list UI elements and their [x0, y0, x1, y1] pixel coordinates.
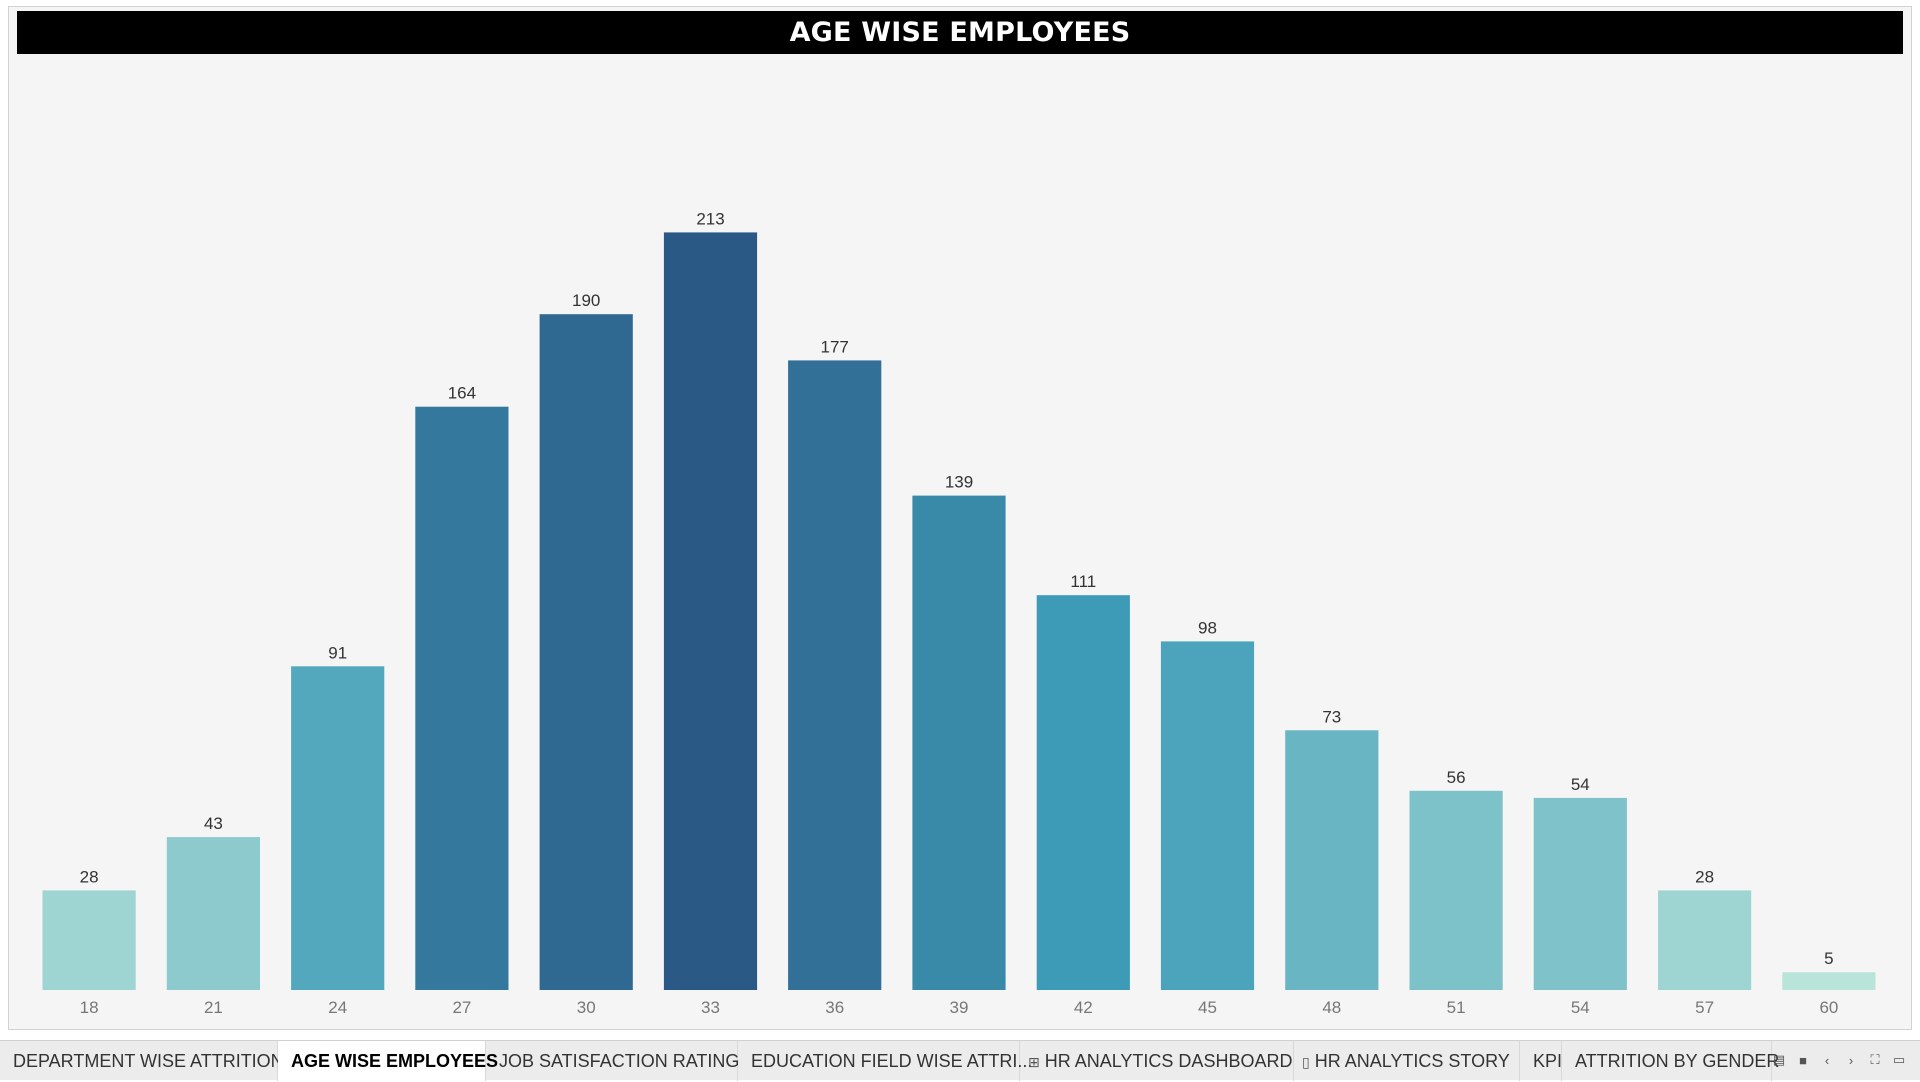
sheet-sorter-icon[interactable]: ▤	[1772, 1052, 1786, 1067]
x-tick-label: 48	[1322, 998, 1341, 1017]
data-label: 56	[1447, 768, 1466, 787]
data-label: 139	[945, 473, 973, 492]
x-tick-label: 30	[577, 998, 596, 1017]
dashboard-icon: ⊞	[1028, 1054, 1040, 1070]
data-label: 164	[448, 384, 476, 403]
bar-age-39[interactable]	[912, 495, 1006, 990]
x-tick-label: 51	[1447, 998, 1466, 1017]
x-tick-label: 42	[1074, 998, 1093, 1017]
bar-age-18[interactable]	[42, 890, 136, 990]
tab-hr-analytics-dashboard[interactable]: ⊞ HR ANALYTICS DASHBOARD	[1020, 1041, 1294, 1081]
bar-age-33[interactable]	[663, 232, 758, 990]
x-tick-label: 60	[1819, 998, 1838, 1017]
data-label: 28	[1695, 867, 1714, 886]
bar-age-45[interactable]	[1160, 641, 1255, 990]
bar-age-21[interactable]	[166, 837, 260, 990]
bar-age-27[interactable]	[415, 406, 509, 990]
chart-title: AGE WISE EMPLOYEES	[789, 17, 1131, 48]
x-tick-label: 39	[950, 998, 969, 1017]
bar-age-60[interactable]	[1782, 972, 1876, 990]
x-tick-label: 33	[701, 998, 720, 1017]
x-tick-label: 24	[328, 998, 347, 1017]
chart-title-bar: AGE WISE EMPLOYEES	[17, 11, 1903, 54]
data-label: 73	[1322, 707, 1341, 726]
story-icon: ▯	[1302, 1054, 1310, 1070]
data-label: 43	[204, 814, 223, 833]
bar-age-54[interactable]	[1533, 797, 1627, 990]
data-label: 91	[328, 643, 347, 662]
data-label: 98	[1198, 618, 1217, 637]
bar-age-48[interactable]	[1285, 730, 1379, 990]
data-label: 213	[696, 209, 724, 228]
data-label: 190	[572, 291, 600, 310]
data-label: 5	[1824, 949, 1833, 968]
x-tick-label: 18	[80, 998, 99, 1017]
tab-education-field-wise-attrition[interactable]: EDUCATION FIELD WISE ATTRI...	[738, 1041, 1032, 1081]
bar-chart: 28 18 43 21 91 24 164 27 190 30 213 33 177 36 139 39 111…	[42, 209, 1876, 1017]
bar-age-30[interactable]	[539, 314, 633, 990]
tab-kpi[interactable]: KPI	[1520, 1041, 1562, 1081]
x-tick-label: 36	[825, 998, 844, 1017]
bar-age-51[interactable]	[1409, 790, 1503, 990]
sheet-nav-controls: ▤ ■ ‹ › ⛶ ▭	[1772, 1052, 1906, 1068]
x-tick-label: 57	[1695, 998, 1714, 1017]
tab-job-satisfaction-rating[interactable]: JOB SATISFACTION RATING	[486, 1041, 739, 1081]
tab-attrition-by-gender[interactable]: ATTRITION BY GENDER	[1562, 1041, 1779, 1081]
data-label: 28	[80, 867, 99, 886]
tab-department-wise-attrition[interactable]: DEPARTMENT WISE ATTRITION	[0, 1041, 284, 1081]
bar-age-57[interactable]	[1658, 890, 1752, 990]
tab-hr-analytics-story[interactable]: ▯ HR ANALYTICS STORY	[1294, 1041, 1520, 1081]
tab-age-wise-employees[interactable]: AGE WISE EMPLOYEES	[278, 1041, 498, 1081]
present-icon[interactable]: ▭	[1892, 1052, 1906, 1067]
next-icon[interactable]: ›	[1848, 1052, 1854, 1068]
filmstrip-icon[interactable]: ■	[1799, 1052, 1807, 1068]
x-tick-label: 45	[1198, 998, 1217, 1017]
bar-age-24[interactable]	[291, 666, 385, 990]
x-tick-label: 21	[204, 998, 223, 1017]
fullscreen-icon[interactable]: ⛶	[1870, 1052, 1880, 1067]
bar-age-42[interactable]	[1036, 595, 1130, 990]
bar-age-36[interactable]	[788, 360, 882, 990]
x-tick-label: 54	[1571, 998, 1590, 1017]
sheet-tab-bar: DEPARTMENT WISE ATTRITION AGE WISE EMPLO…	[0, 1040, 1920, 1081]
data-label: 111	[1070, 572, 1096, 591]
prev-icon[interactable]: ‹	[1824, 1052, 1830, 1068]
data-label: 54	[1571, 775, 1590, 794]
data-label: 177	[821, 337, 849, 356]
x-tick-label: 27	[452, 998, 471, 1017]
